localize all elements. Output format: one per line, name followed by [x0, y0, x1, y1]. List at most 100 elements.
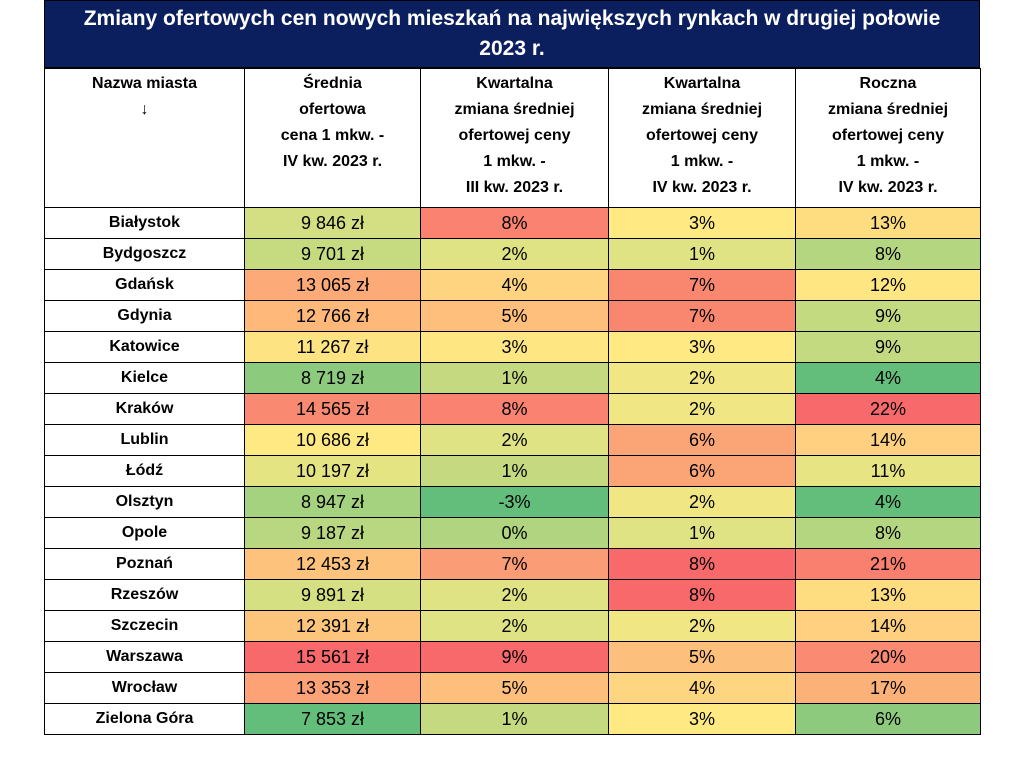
value-cell: 7%: [608, 269, 796, 301]
value-cell: 13 353 zł: [244, 672, 421, 704]
value-cell: 9 891 zł: [244, 579, 421, 611]
table-row: Poznań 12 453 zł 7% 8% 21%: [44, 548, 981, 580]
value-cell: 4%: [608, 672, 796, 704]
table-row: Szczecin 12 391 zł 2% 2% 14%: [44, 610, 981, 642]
value-cell: 3%: [608, 703, 796, 735]
value-cell: 7%: [608, 300, 796, 332]
table-row: Lublin 10 686 zł 2% 6% 14%: [44, 424, 981, 456]
value-cell: 7 853 zł: [244, 703, 421, 735]
value-cell: 8%: [795, 238, 981, 270]
value-cell: 2%: [608, 362, 796, 394]
city-name: Gdańsk: [44, 269, 245, 301]
value-cell: 8%: [608, 548, 796, 580]
value-cell: 2%: [420, 579, 609, 611]
table-row: Rzeszów 9 891 zł 2% 8% 13%: [44, 579, 981, 611]
value-cell: 8 947 zł: [244, 486, 421, 518]
city-name: Szczecin: [44, 610, 245, 642]
value-cell: 6%: [608, 424, 796, 456]
table-row: Olsztyn 8 947 zł -3% 2% 4%: [44, 486, 981, 518]
table-row: Warszawa 15 561 zł 9% 5% 20%: [44, 641, 981, 673]
value-cell: 9 701 zł: [244, 238, 421, 270]
value-cell: 11 267 zł: [244, 331, 421, 363]
value-cell: 17%: [795, 672, 981, 704]
column-header: Kwartalna zmiana średniej ofertowej ceny…: [608, 68, 796, 208]
value-cell: 9%: [795, 300, 981, 332]
city-name: Katowice: [44, 331, 245, 363]
value-cell: 9 187 zł: [244, 517, 421, 549]
table-container: Zmiany ofertowych cen nowych mieszkań na…: [44, 0, 981, 735]
value-cell: 1%: [608, 517, 796, 549]
value-cell: 4%: [795, 486, 981, 518]
value-cell: 15 561 zł: [244, 641, 421, 673]
column-header: Kwartalna zmiana średniej ofertowej ceny…: [420, 68, 609, 208]
value-cell: 21%: [795, 548, 981, 580]
value-cell: 4%: [795, 362, 981, 394]
value-cell: 9%: [420, 641, 609, 673]
value-cell: 3%: [420, 331, 609, 363]
value-cell: 12 453 zł: [244, 548, 421, 580]
column-header: Nazwa miasta ↓: [44, 68, 245, 208]
city-name: Bydgoszcz: [44, 238, 245, 270]
value-cell: 0%: [420, 517, 609, 549]
table-row: Kielce 8 719 zł 1% 2% 4%: [44, 362, 981, 394]
value-cell: 2%: [420, 238, 609, 270]
table-title: Zmiany ofertowych cen nowych mieszkań na…: [44, 0, 980, 68]
city-name: Gdynia: [44, 300, 245, 332]
value-cell: 13 065 zł: [244, 269, 421, 301]
column-header: Średnia ofertowa cena 1 mkw. - IV kw. 20…: [244, 68, 421, 208]
table-body: Białystok 9 846 zł 8% 3% 13% Bydgoszcz 9 701 z…: [44, 207, 981, 735]
value-cell: 6%: [795, 703, 981, 735]
table-row: Gdynia 12 766 zł 5% 7% 9%: [44, 300, 981, 332]
value-cell: 5%: [608, 641, 796, 673]
value-cell: 2%: [420, 424, 609, 456]
value-cell: 10 686 zł: [244, 424, 421, 456]
value-cell: 8%: [608, 579, 796, 611]
city-name: Białystok: [44, 207, 245, 239]
value-cell: 14 565 zł: [244, 393, 421, 425]
value-cell: 1%: [420, 362, 609, 394]
city-name: Warszawa: [44, 641, 245, 673]
table-row: Opole 9 187 zł 0% 1% 8%: [44, 517, 981, 549]
value-cell: 6%: [608, 455, 796, 487]
value-cell: 3%: [608, 207, 796, 239]
table-row: Bydgoszcz 9 701 zł 2% 1% 8%: [44, 238, 981, 270]
city-name: Kielce: [44, 362, 245, 394]
city-name: Zielona Góra: [44, 703, 245, 735]
value-cell: 14%: [795, 610, 981, 642]
value-cell: 5%: [420, 300, 609, 332]
city-name: Łódź: [44, 455, 245, 487]
table-row: Wrocław 13 353 zł 5% 4% 17%: [44, 672, 981, 704]
value-cell: 2%: [420, 610, 609, 642]
value-cell: 2%: [608, 486, 796, 518]
city-name: Olsztyn: [44, 486, 245, 518]
value-cell: 13%: [795, 579, 981, 611]
value-cell: 12 766 zł: [244, 300, 421, 332]
price-table: Nazwa miasta ↓ Średnia ofertowa cena 1 mk…: [44, 68, 981, 735]
value-cell: 8%: [420, 207, 609, 239]
column-header: Roczna zmiana średniej ofertowej ceny 1 …: [795, 68, 981, 208]
city-name: Wrocław: [44, 672, 245, 704]
city-name: Opole: [44, 517, 245, 549]
header-row: Nazwa miasta ↓ Średnia ofertowa cena 1 mk…: [44, 68, 981, 208]
table-row: Łódź 10 197 zł 1% 6% 11%: [44, 455, 981, 487]
value-cell: 10 197 zł: [244, 455, 421, 487]
value-cell: 8%: [795, 517, 981, 549]
value-cell: -3%: [420, 486, 609, 518]
city-name: Lublin: [44, 424, 245, 456]
value-cell: 20%: [795, 641, 981, 673]
value-cell: 14%: [795, 424, 981, 456]
value-cell: 2%: [608, 610, 796, 642]
value-cell: 1%: [420, 455, 609, 487]
value-cell: 9%: [795, 331, 981, 363]
table-row: Katowice 11 267 zł 3% 3% 9%: [44, 331, 981, 363]
city-name: Rzeszów: [44, 579, 245, 611]
value-cell: 11%: [795, 455, 981, 487]
table-row: Gdańsk 13 065 zł 4% 7% 12%: [44, 269, 981, 301]
value-cell: 2%: [608, 393, 796, 425]
value-cell: 7%: [420, 548, 609, 580]
value-cell: 13%: [795, 207, 981, 239]
value-cell: 1%: [608, 238, 796, 270]
city-name: Kraków: [44, 393, 245, 425]
value-cell: 4%: [420, 269, 609, 301]
